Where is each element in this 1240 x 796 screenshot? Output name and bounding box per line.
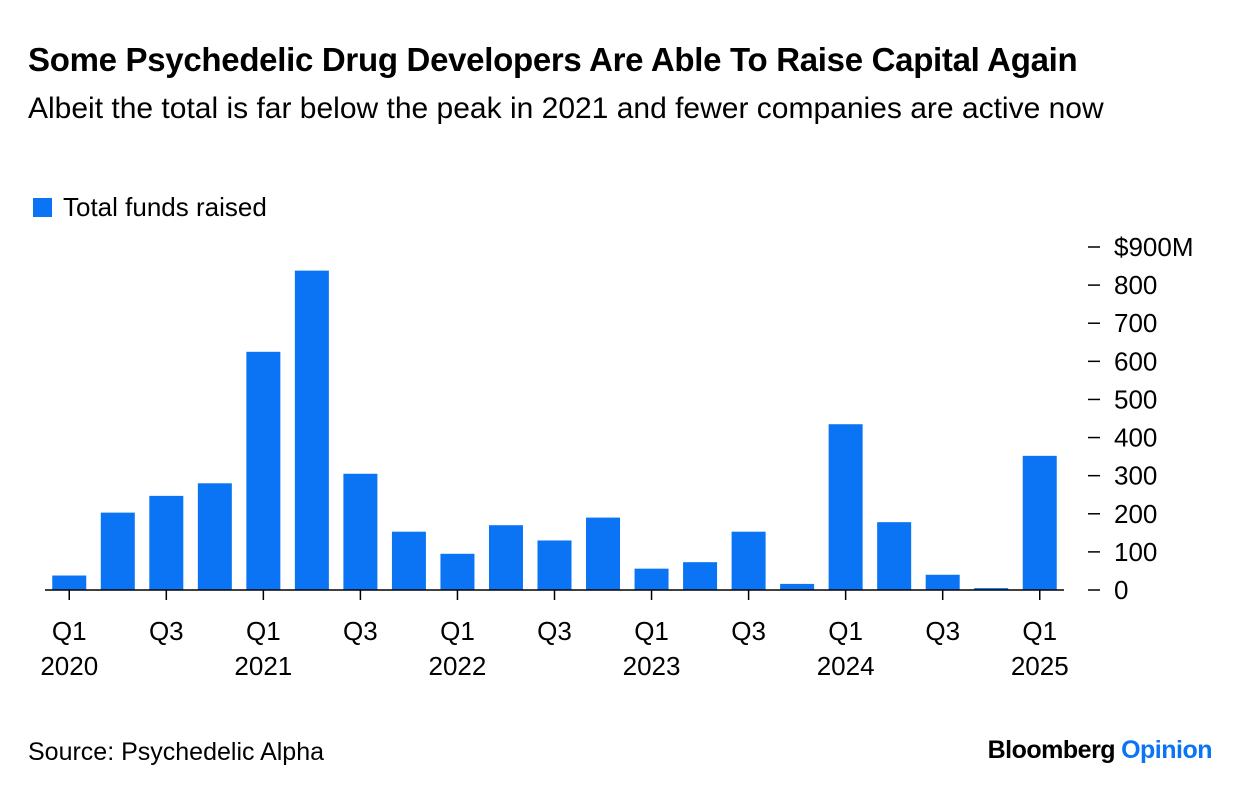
bar-2025-q1 <box>1022 455 1057 590</box>
y-tick-label: 400 <box>1114 423 1157 453</box>
legend-label: Total funds raised <box>63 192 267 222</box>
y-tick-label: 200 <box>1114 499 1157 529</box>
bar-2024-q2 <box>877 522 912 590</box>
x-tick-label: Q3 <box>149 616 184 646</box>
x-tick-label: Q1 <box>52 616 87 646</box>
x-axis: Q1 2020 Q3 Q1 2021 Q3 Q1 2022 Q3 Q1 2023 Q3 Q1 2024 Q3… <box>40 590 1069 681</box>
x-tick-label: Q1 <box>634 616 669 646</box>
bar-2022-q3 <box>537 540 572 590</box>
bar-2022-q4 <box>586 517 621 590</box>
y-tick-label: 300 <box>1114 461 1157 491</box>
y-axis: 0 100 200 300 400 500 600 700 800 $900M <box>1088 232 1194 605</box>
bar-2020-q4 <box>197 483 232 590</box>
chart-subtitle: Albeit the total is far below the peak i… <box>28 92 1104 125</box>
brand-sub: Opinion <box>1121 736 1212 764</box>
x-tick-label: Q1 <box>828 616 863 646</box>
bar-2023-q3 <box>731 531 766 590</box>
bar-2023-q2 <box>683 562 718 590</box>
bar-2022-q2 <box>488 525 523 590</box>
x-tick-label: Q3 <box>537 616 572 646</box>
bar-2021-q3 <box>343 473 378 590</box>
bar-2020-q2 <box>100 512 135 590</box>
x-tick-label: Q3 <box>925 616 960 646</box>
y-tick-label: 600 <box>1114 346 1157 376</box>
bar-2022-q1 <box>440 553 475 590</box>
x-tick-label: Q1 <box>440 616 475 646</box>
x-tick-label: Q1 <box>246 616 281 646</box>
y-tick-label: 800 <box>1114 270 1157 300</box>
chart-title: Some Psychedelic Drug Developers Are Abl… <box>28 41 1078 78</box>
y-tick-label: 700 <box>1114 308 1157 338</box>
brand-logo: Bloomberg Opinion <box>987 736 1213 765</box>
x-tick-label: Q1 <box>1022 616 1057 646</box>
bar-2020-q1 <box>52 575 87 590</box>
x-tick-year-label: 2020 <box>40 651 98 681</box>
bar-2023-q1 <box>634 568 669 590</box>
y-tick-label: $900M <box>1114 232 1194 262</box>
bar-2024-q1 <box>828 424 863 590</box>
bars-group <box>45 270 1064 591</box>
y-tick-label: 0 <box>1114 575 1128 605</box>
bar-2020-q3 <box>149 495 184 590</box>
x-tick-year-label: 2025 <box>1011 651 1069 681</box>
bar-2023-q4 <box>780 583 815 590</box>
x-tick-year-label: 2022 <box>429 651 487 681</box>
legend: Total funds raised <box>33 192 267 223</box>
x-tick-label: Q3 <box>731 616 766 646</box>
y-tick-label: 500 <box>1114 384 1157 414</box>
y-tick-label: 100 <box>1114 537 1157 567</box>
x-tick-year-label: 2024 <box>817 651 875 681</box>
source-note: Source: Psychedelic Alpha <box>28 738 325 766</box>
x-tick-label: Q3 <box>343 616 378 646</box>
x-tick-year-label: 2023 <box>623 651 681 681</box>
brand-main: Bloomberg <box>987 736 1116 764</box>
bar-2021-q2 <box>294 270 329 590</box>
legend-swatch <box>33 198 52 217</box>
bar-2024-q4 <box>974 588 1009 590</box>
bar-2021-q4 <box>391 531 426 590</box>
bar-2021-q1 <box>246 351 281 590</box>
bar-2024-q3 <box>925 574 960 590</box>
x-tick-year-label: 2021 <box>234 651 292 681</box>
